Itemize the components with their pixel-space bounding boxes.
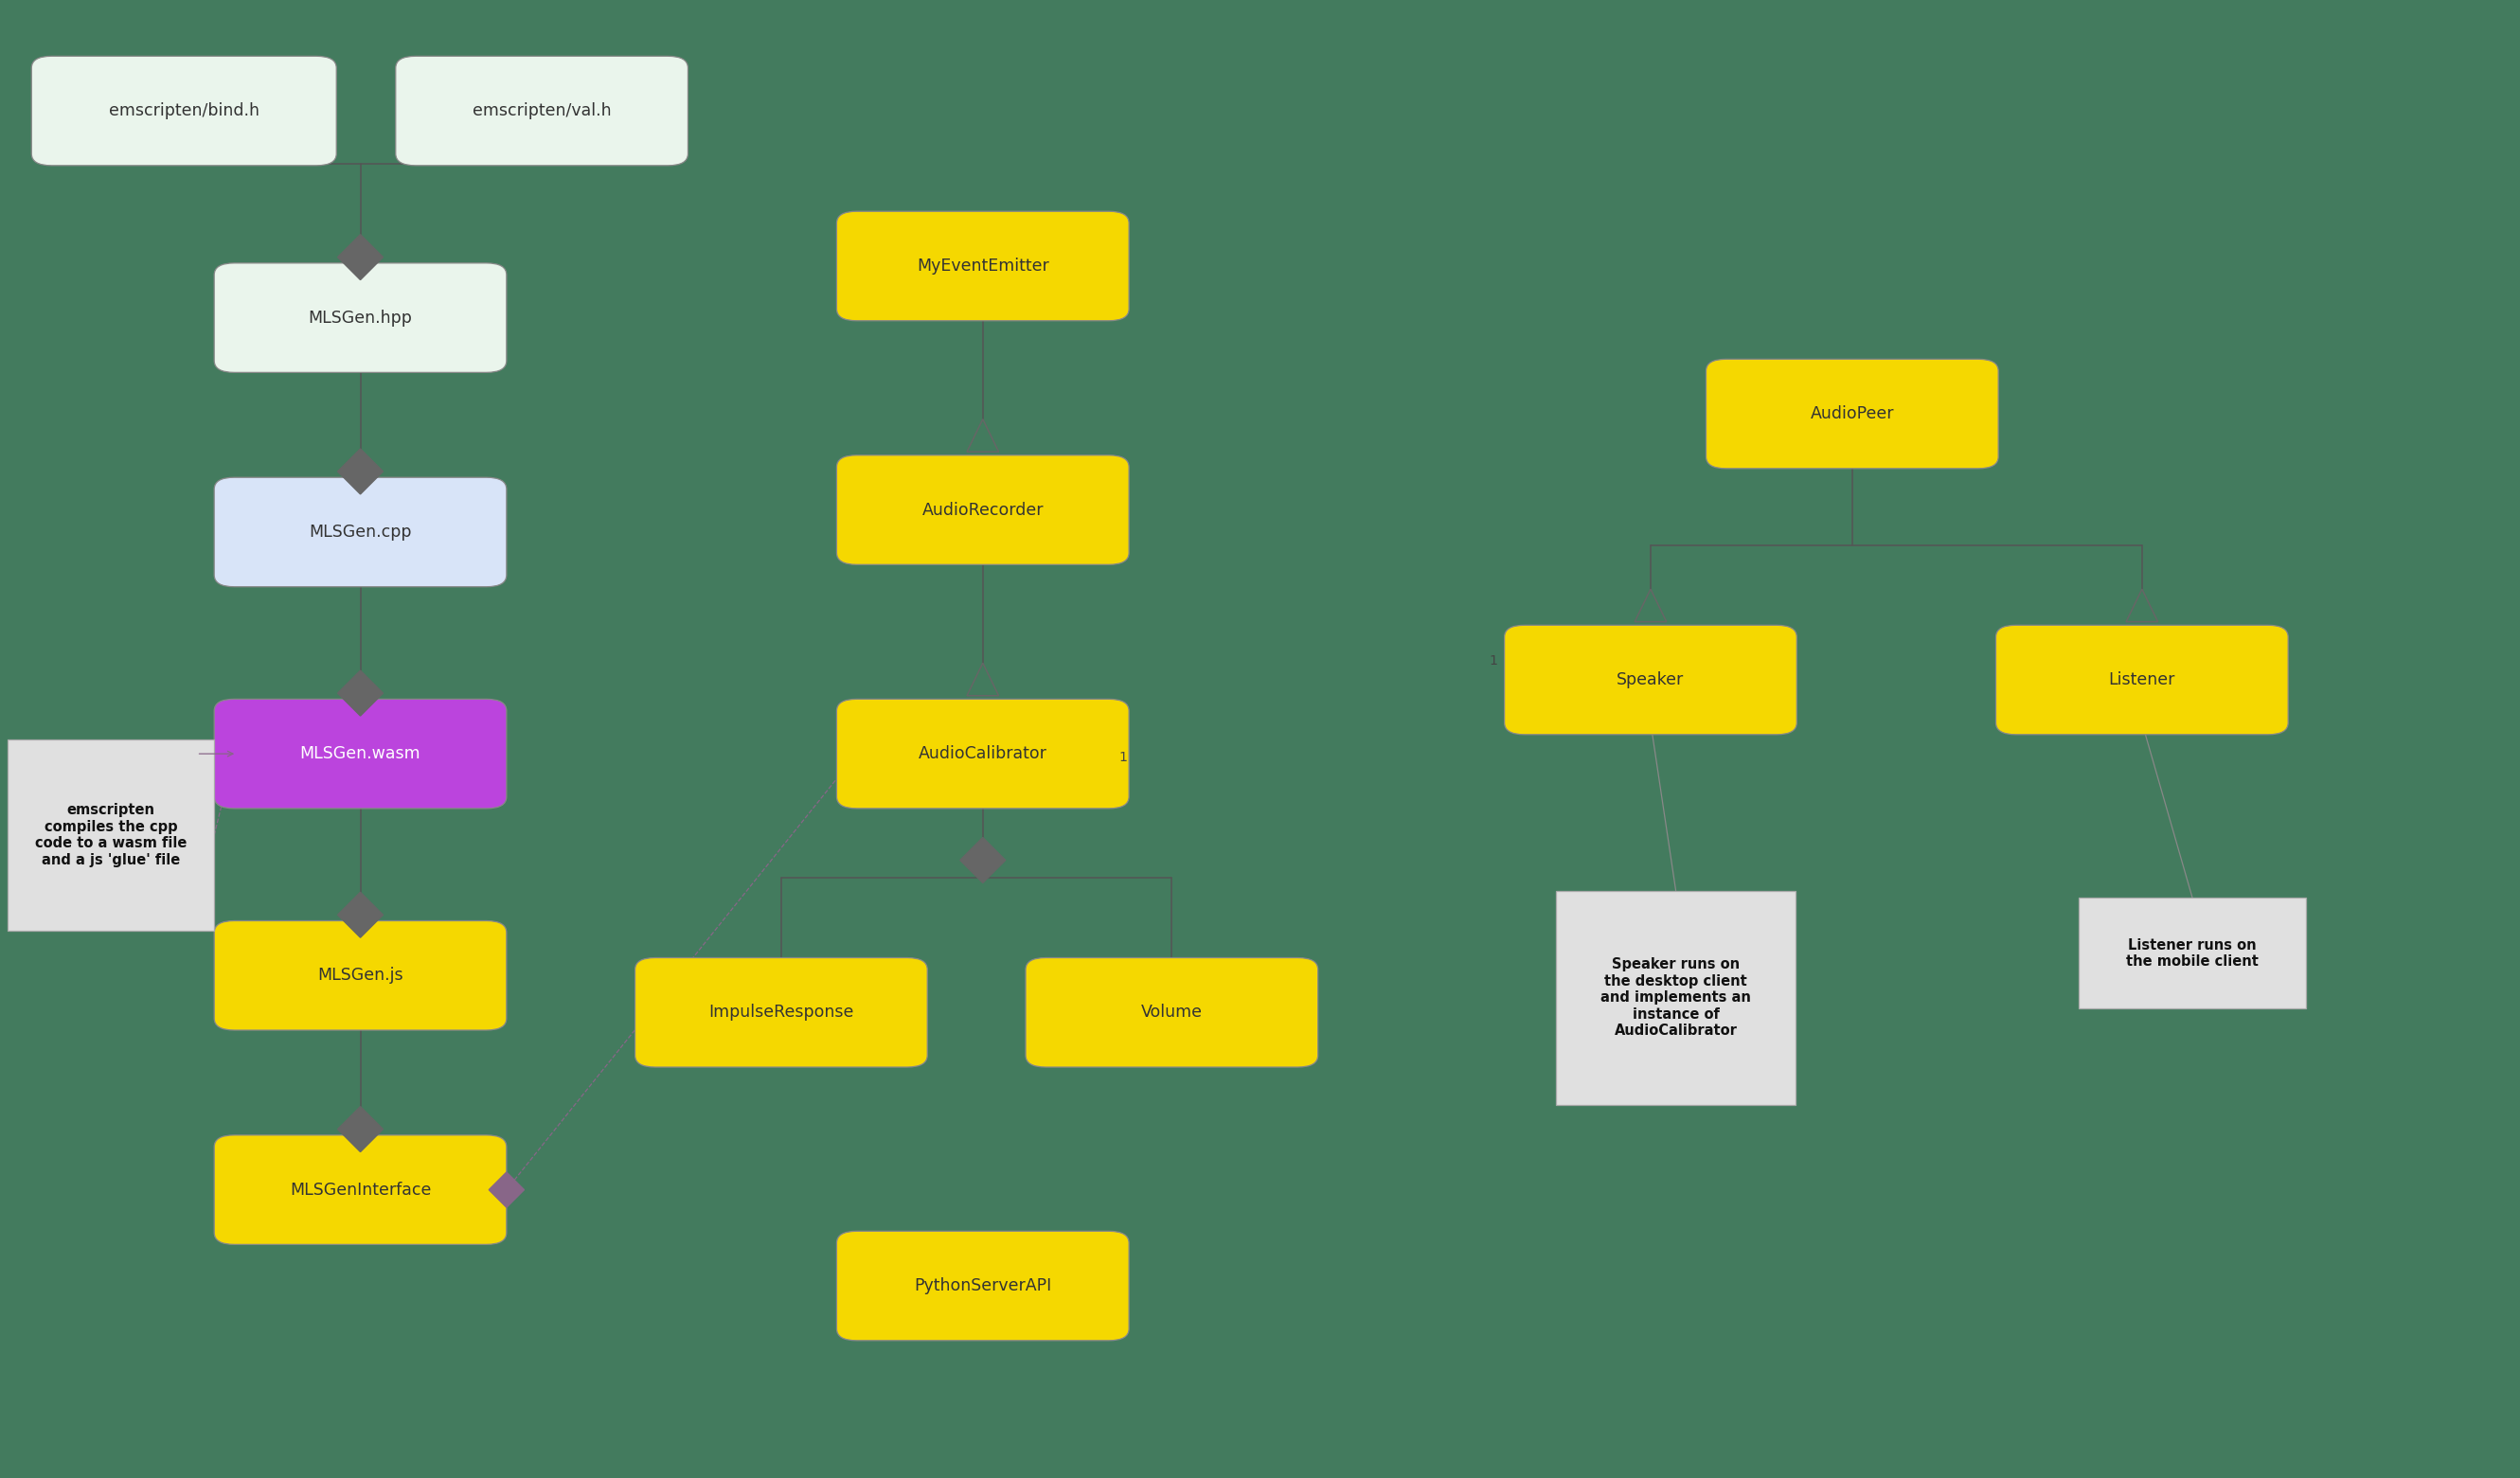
FancyBboxPatch shape	[8, 739, 214, 931]
Polygon shape	[1635, 590, 1666, 622]
FancyBboxPatch shape	[214, 921, 507, 1030]
Text: MLSGen.hpp: MLSGen.hpp	[307, 309, 413, 327]
Polygon shape	[338, 235, 383, 279]
FancyBboxPatch shape	[1706, 359, 1998, 469]
FancyBboxPatch shape	[1026, 958, 1318, 1067]
FancyBboxPatch shape	[214, 263, 507, 372]
FancyBboxPatch shape	[1504, 625, 1797, 735]
Text: emscripten/bind.h: emscripten/bind.h	[108, 102, 260, 120]
Text: Listener: Listener	[2109, 671, 2175, 689]
Text: MLSGen.cpp: MLSGen.cpp	[310, 523, 411, 541]
FancyBboxPatch shape	[396, 56, 688, 166]
Polygon shape	[2127, 590, 2157, 622]
Text: AudioRecorder: AudioRecorder	[922, 501, 1043, 519]
Polygon shape	[338, 449, 383, 494]
FancyBboxPatch shape	[837, 455, 1129, 565]
FancyBboxPatch shape	[837, 1231, 1129, 1341]
Text: 1: 1	[1489, 655, 1497, 668]
Text: ImpulseResponse: ImpulseResponse	[708, 1004, 854, 1021]
Text: Speaker runs on
the desktop client
and implements an
instance of
AudioCalibrator: Speaker runs on the desktop client and i…	[1600, 958, 1751, 1038]
Text: Listener runs on
the mobile client: Listener runs on the mobile client	[2127, 939, 2258, 968]
Polygon shape	[489, 1172, 524, 1208]
FancyBboxPatch shape	[837, 699, 1129, 808]
Text: MLSGenInterface: MLSGenInterface	[290, 1181, 431, 1199]
Polygon shape	[960, 838, 1005, 882]
Text: PythonServerAPI: PythonServerAPI	[915, 1277, 1051, 1295]
Text: emscripten
compiles the cpp
code to a wasm file
and a js 'glue' file: emscripten compiles the cpp code to a wa…	[35, 803, 186, 868]
FancyBboxPatch shape	[1555, 890, 1794, 1106]
Text: AudioPeer: AudioPeer	[1809, 405, 1895, 423]
Text: AudioCalibrator: AudioCalibrator	[917, 745, 1048, 763]
FancyBboxPatch shape	[2079, 899, 2306, 1008]
Text: 1: 1	[1119, 751, 1126, 764]
FancyBboxPatch shape	[1996, 625, 2288, 735]
Polygon shape	[968, 420, 998, 452]
Text: MLSGen.js: MLSGen.js	[318, 967, 403, 984]
Polygon shape	[338, 893, 383, 937]
Text: MLSGen.wasm: MLSGen.wasm	[300, 745, 421, 763]
FancyBboxPatch shape	[635, 958, 927, 1067]
Text: emscripten/val.h: emscripten/val.h	[471, 102, 612, 120]
Text: Speaker: Speaker	[1618, 671, 1683, 689]
FancyBboxPatch shape	[837, 211, 1129, 321]
FancyBboxPatch shape	[30, 56, 338, 166]
FancyBboxPatch shape	[214, 1135, 507, 1244]
Text: MyEventEmitter: MyEventEmitter	[917, 257, 1048, 275]
Polygon shape	[338, 1107, 383, 1151]
Polygon shape	[968, 664, 998, 696]
Polygon shape	[338, 671, 383, 715]
FancyBboxPatch shape	[214, 699, 507, 808]
Text: Volume: Volume	[1142, 1004, 1202, 1021]
FancyBboxPatch shape	[214, 477, 507, 587]
